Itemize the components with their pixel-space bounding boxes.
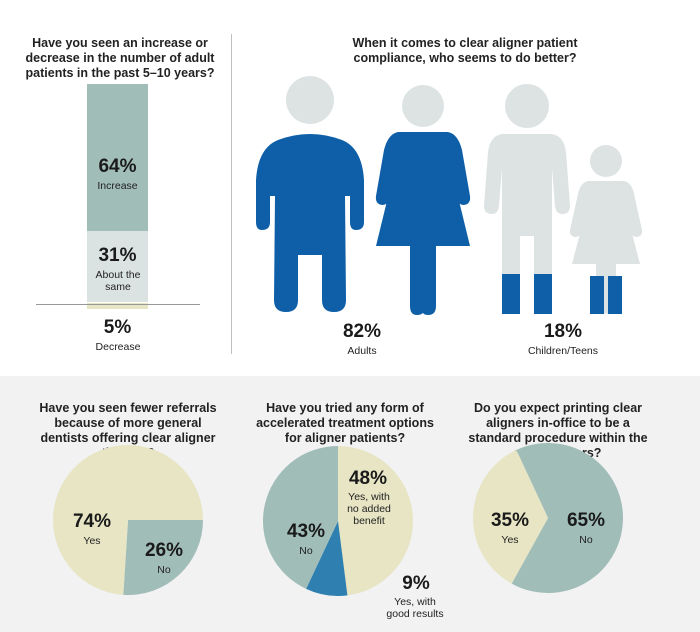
pie2-no-label: No (299, 545, 313, 557)
child-figure (569, 145, 643, 314)
bar-segment-decrease (87, 302, 148, 309)
section-divider (231, 34, 232, 354)
increase-percent: 64% (98, 156, 137, 177)
pie3-no-label: No (579, 534, 593, 546)
pie2-nobenefit-percent: 48% (348, 468, 388, 489)
pie1-yes-label: Yes (83, 535, 101, 547)
pie2-slice-yes-with-no-added-benefit (337, 446, 414, 596)
pie2-good-percent: 9% (402, 573, 430, 594)
pie2-good-label: Yes, with good results (386, 596, 444, 620)
bar-segment-increase (87, 84, 148, 232)
bar-question: Have you seen an increase or decrease in… (25, 36, 215, 80)
pie3-slice-no (511, 443, 624, 593)
increase-label: Increase (97, 180, 138, 192)
bar-baseline (36, 304, 200, 305)
adults-percent: 82% (342, 321, 382, 342)
teen-figure (484, 84, 570, 314)
child-left-foot (590, 276, 604, 314)
pie3-slice-yes (473, 450, 548, 584)
about-same-label: About the same (95, 269, 141, 293)
adult-woman-body (375, 132, 471, 315)
referrals-question: Have you seen fewer referrals because of… (39, 401, 217, 460)
child-right-foot (608, 276, 622, 314)
children-label: Children/Teens (527, 345, 599, 357)
teen-body (484, 134, 570, 314)
pie3-yes-label: Yes (501, 534, 519, 546)
pie2-slice-no (263, 446, 338, 589)
decrease-label: Decrease (95, 341, 141, 353)
decrease-percent: 5% (103, 317, 132, 338)
accelerated-question: Have you tried any form of accelerated t… (256, 401, 434, 445)
about-same-percent: 31% (98, 245, 137, 266)
pie2-nobenefit-label: Yes, with no added benefit (347, 491, 391, 527)
adult-man-figure (256, 76, 364, 312)
teen-left-foot (502, 274, 520, 314)
teen-right-foot (534, 274, 552, 314)
adult-woman-head (402, 85, 444, 127)
pie1-no-label: No (157, 564, 171, 576)
pie1-slice-yes (53, 445, 204, 595)
pie3-no-percent: 65% (566, 510, 606, 531)
child-head (590, 145, 622, 177)
pie1-slice-no (123, 520, 203, 595)
children-percent: 18% (543, 321, 583, 342)
adult-woman-figure (375, 85, 471, 315)
pie1-no-percent: 26% (144, 540, 184, 561)
child-body (569, 181, 643, 314)
bar-segment-about-same (87, 231, 148, 303)
pie3-yes-percent: 35% (490, 510, 530, 531)
teen-head (505, 84, 549, 128)
pie2-no-percent: 43% (286, 521, 326, 542)
pie2-slice-yes-with-good-results (306, 521, 348, 596)
adult-man-body (256, 134, 364, 312)
adults-label: Adults (347, 345, 377, 357)
pie1-yes-percent: 74% (72, 511, 112, 532)
adult-man-head (286, 76, 334, 124)
compliance-question: When it comes to clear aligner patient c… (352, 36, 578, 65)
